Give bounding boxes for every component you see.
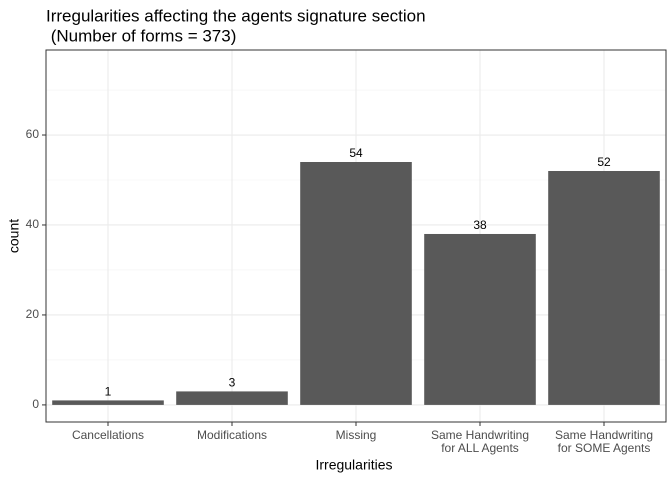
- y-axis-label: count: [6, 219, 22, 253]
- x-tick-label: Missing: [336, 428, 377, 442]
- y-tick-label: 40: [26, 217, 40, 231]
- chart-subtitle: (Number of forms = 373): [46, 26, 236, 45]
- bar: [52, 400, 164, 405]
- bar: [176, 391, 288, 405]
- x-axis-label: Irregularities: [315, 457, 392, 473]
- y-tick-label: 0: [32, 397, 39, 411]
- x-tick-label: Modifications: [197, 428, 267, 442]
- x-tick-label: Same Handwriting for SOME Agents: [555, 428, 653, 455]
- bar: [300, 162, 412, 405]
- chart-title: Irregularities affecting the agents sign…: [46, 6, 426, 25]
- panel-border: [45, 49, 667, 423]
- x-tick-label: Same Handwriting for ALL Agents: [431, 428, 529, 455]
- value-label: 1: [105, 385, 112, 399]
- value-label: 54: [349, 146, 363, 160]
- y-tick-label: 60: [26, 127, 40, 141]
- value-label: 38: [473, 218, 487, 232]
- y-tick-label: 20: [26, 307, 40, 321]
- bar: [548, 171, 660, 405]
- value-label: 3: [229, 376, 236, 390]
- bar: [424, 233, 536, 405]
- value-label: 52: [597, 155, 611, 169]
- x-tick-label: Cancellations: [72, 428, 144, 442]
